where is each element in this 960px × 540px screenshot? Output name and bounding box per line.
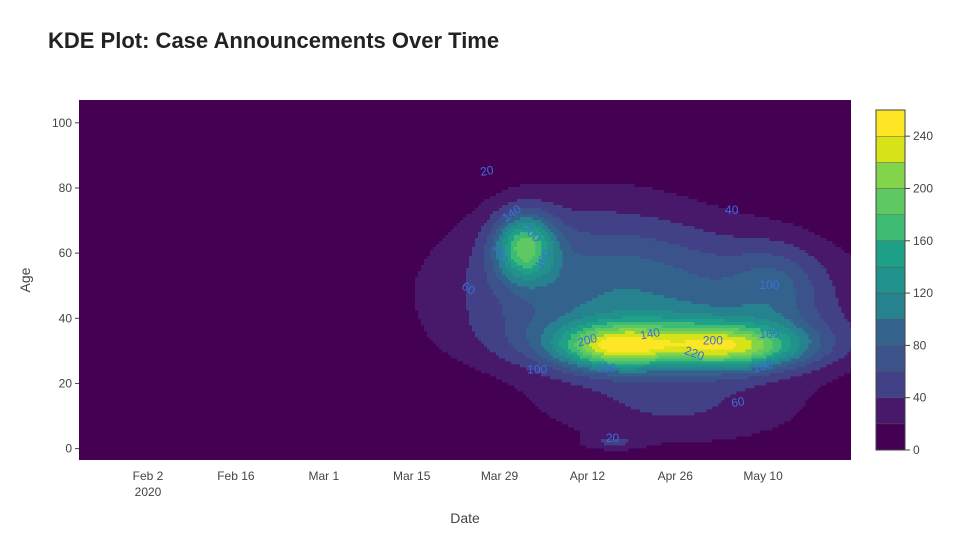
contour-label: 100: [759, 278, 779, 292]
contour-label: 220: [683, 343, 707, 363]
colorbar-band: [875, 371, 906, 398]
contour-label: 180: [751, 357, 774, 376]
contour-band-60: [484, 208, 836, 383]
colorbar-band: [875, 292, 906, 320]
colorbar-band: [875, 319, 906, 346]
colorbar-outline: [875, 109, 906, 451]
contour-band-20: [415, 184, 851, 452]
colorbar-band: [875, 423, 906, 451]
contour-label: 60: [459, 279, 478, 298]
colorbar-tick-label: 0: [913, 443, 920, 457]
contour-label: 60: [730, 394, 746, 410]
y-tick-label: 20: [59, 376, 73, 390]
colorbar-band: [875, 214, 906, 242]
x-axis-title: Date: [450, 510, 480, 526]
contour-band-140: [505, 226, 791, 368]
x-tick-label: Apr 26: [658, 469, 694, 483]
contour-label: 20: [479, 163, 495, 179]
x-tick-label: Feb 16: [217, 469, 255, 483]
y-tick-label: 0: [65, 442, 72, 456]
x-axis: Feb 2 Feb 16 Mar 1 Mar 15 Mar 29 Apr 12 Apr 26…: [133, 469, 783, 499]
contour-bands: [415, 184, 851, 452]
colorbar-band: [875, 240, 906, 268]
contour-label: 140: [639, 325, 661, 342]
contour-band-240: [598, 337, 737, 353]
colorbar-band: [875, 109, 906, 137]
contour-label: 200: [576, 331, 599, 350]
x-tick-label: Mar 29: [481, 469, 519, 483]
y-axis-title: Age: [17, 267, 33, 292]
x-tick-label: Mar 15: [393, 469, 431, 483]
contour-label: 200: [703, 333, 723, 347]
y-tick-label: 100: [52, 116, 72, 130]
colorbar-tick-label: 120: [913, 286, 933, 300]
contour-label: 40: [725, 203, 739, 217]
contour-label: 100: [527, 363, 547, 377]
x-tick-label: Apr 12: [570, 469, 606, 483]
chart-title: KDE Plot: Case Announcements Over Time: [48, 28, 500, 53]
x-tick-label: Feb 2: [133, 469, 164, 483]
contour-band-40: [466, 199, 851, 446]
contour-label: 160: [759, 327, 779, 341]
colorbar-band: [875, 397, 906, 425]
colorbar-band: [875, 162, 906, 189]
y-tick-label: 80: [59, 181, 73, 195]
colorbar-tick-label: 80: [913, 338, 927, 352]
contour-band-160: [511, 232, 782, 365]
x-tick-label: Mar 1: [308, 469, 339, 483]
colorbar-tick-label: 40: [913, 391, 927, 405]
y-tick-label: 60: [59, 246, 73, 260]
y-axis: 0 20 40 60 80 100: [52, 116, 79, 456]
colorbar: 0 40 80 120 160 200 240: [875, 109, 933, 457]
contour-label: 20: [606, 431, 620, 445]
colorbar-tick-label: 240: [913, 129, 933, 143]
x-tick-year: 2020: [135, 485, 162, 499]
colorbar-tick-label: 160: [913, 234, 933, 248]
y-tick-label: 40: [59, 311, 73, 325]
x-tick-label: May 10: [743, 469, 783, 483]
colorbar-band: [875, 345, 906, 372]
contour-label: 180: [596, 361, 616, 375]
colorbar-band: [875, 135, 906, 163]
colorbar-band: [875, 266, 906, 294]
contour-band-180: [514, 238, 773, 362]
contour-band-100: [496, 217, 812, 374]
colorbar-tick-label: 200: [913, 182, 933, 196]
colorbar-band: [875, 188, 906, 215]
